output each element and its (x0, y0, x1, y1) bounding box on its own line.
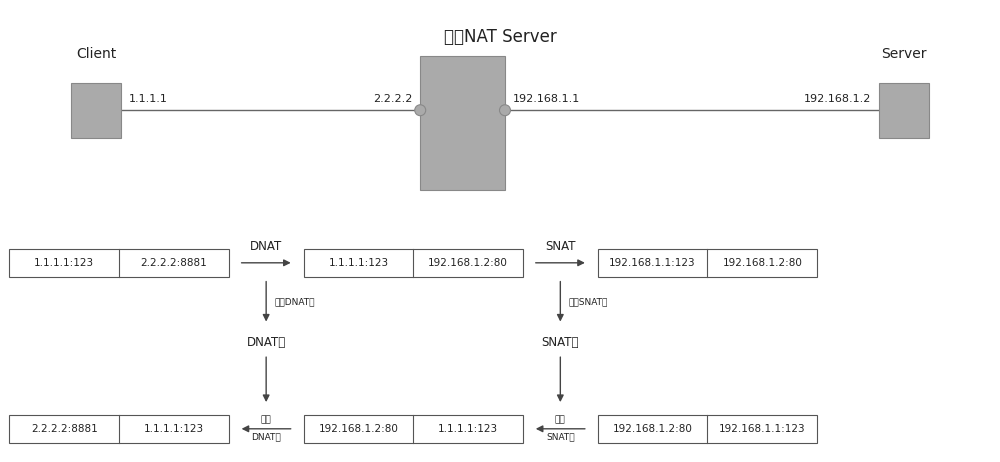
Text: 1.1.1.1:123: 1.1.1.1:123 (144, 424, 204, 434)
Bar (598, 415, 817, 443)
Text: DNAT: DNAT (250, 240, 282, 253)
Text: 192.168.1.1:123: 192.168.1.1:123 (609, 258, 696, 268)
Text: 1.1.1.1:123: 1.1.1.1:123 (438, 424, 498, 434)
Text: 192.168.1.2:80: 192.168.1.2:80 (613, 424, 693, 434)
Text: 检查: 检查 (261, 415, 272, 424)
Bar (304, 415, 523, 443)
Text: 192.168.1.2:80: 192.168.1.2:80 (318, 424, 398, 434)
Text: 记入DNAT表: 记入DNAT表 (274, 297, 315, 306)
Text: 1.1.1.1:123: 1.1.1.1:123 (34, 258, 94, 268)
Text: 192.168.1.2: 192.168.1.2 (804, 94, 871, 104)
Bar (304, 249, 523, 277)
Text: SNAT: SNAT (545, 240, 576, 253)
Text: 192.168.1.2:80: 192.168.1.2:80 (722, 258, 802, 268)
Text: 1.1.1.1: 1.1.1.1 (129, 94, 168, 104)
Circle shape (415, 105, 426, 116)
Text: Client: Client (76, 47, 116, 61)
Text: 192.168.1.1:123: 192.168.1.1:123 (719, 424, 806, 434)
Text: 检查: 检查 (555, 415, 566, 424)
Text: 1.1.1.1:123: 1.1.1.1:123 (328, 258, 388, 268)
Circle shape (500, 105, 510, 116)
Bar (598, 249, 817, 277)
Text: 2.2.2.2:8881: 2.2.2.2:8881 (31, 424, 98, 434)
Text: DNAT表: DNAT表 (251, 433, 281, 442)
Text: 2.2.2.2: 2.2.2.2 (373, 94, 412, 104)
Bar (9, 249, 229, 277)
Text: DNAT表: DNAT表 (247, 336, 286, 349)
Text: 2.2.2.2:8881: 2.2.2.2:8881 (141, 258, 207, 268)
Text: 记入SNAT表: 记入SNAT表 (568, 297, 608, 306)
Text: Server: Server (881, 47, 927, 61)
Bar (9, 415, 229, 443)
Text: 192.168.1.2:80: 192.168.1.2:80 (428, 258, 508, 268)
Text: SNAT表: SNAT表 (542, 336, 579, 349)
Text: SNAT表: SNAT表 (546, 433, 575, 442)
Bar (420, 56, 505, 190)
Text: 192.168.1.1: 192.168.1.1 (513, 94, 580, 104)
Bar (879, 83, 929, 138)
Text: 双向NAT Server: 双向NAT Server (444, 28, 556, 46)
Bar (71, 83, 121, 138)
